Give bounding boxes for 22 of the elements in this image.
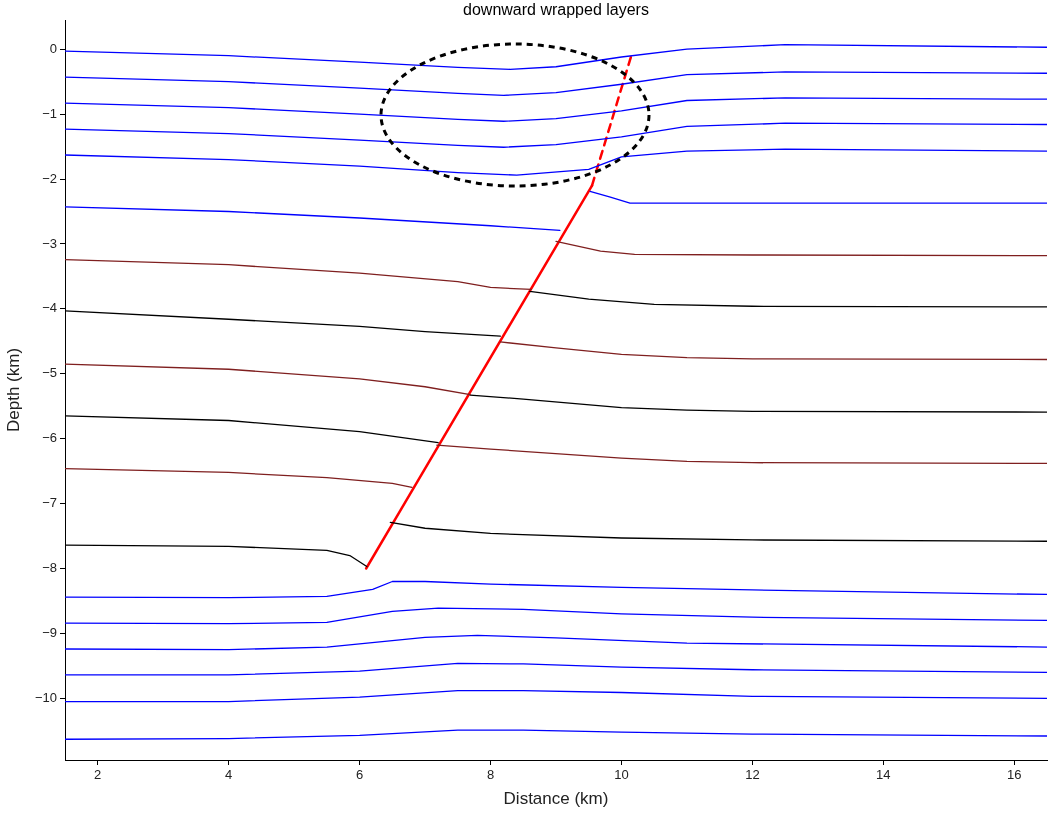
y-tick-label: −3 (42, 235, 57, 251)
y-tick-label: −5 (42, 365, 57, 381)
x-tick-label: 4 (225, 767, 233, 783)
x-tick-label: 6 (355, 767, 364, 783)
y-tick-label: −1 (42, 105, 57, 121)
y-tick-label: −6 (42, 430, 57, 446)
chart-title: downward wrapped layers (463, 1, 649, 19)
x-tick-label: 2 (94, 767, 102, 783)
y-tick-label: −2 (42, 170, 57, 186)
x-axis-title: Distance (km) (503, 789, 609, 809)
y-tick-label: −7 (42, 495, 57, 511)
x-tick-label: 10 (614, 767, 629, 783)
x-tick-label: 16 (1007, 767, 1022, 783)
y-tick-label: 0 (49, 40, 57, 56)
x-tick-label: 8 (486, 767, 495, 783)
y-tick-label: −9 (42, 625, 57, 640)
y-tick-label: −10 (34, 689, 57, 705)
y-tick-label: −8 (42, 560, 57, 576)
x-tick-label: 14 (876, 767, 891, 783)
x-tick-label: 12 (745, 767, 760, 783)
y-axis-title: Depth (km) (3, 347, 23, 433)
y-tick-label: −4 (42, 300, 57, 316)
